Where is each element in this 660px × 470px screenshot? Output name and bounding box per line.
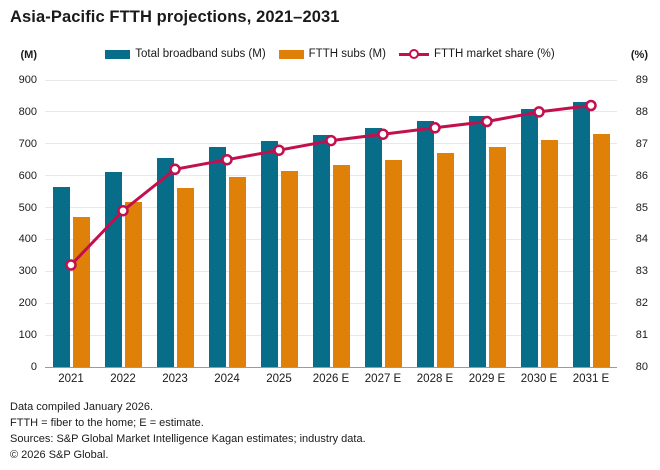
x-axis-tick-label: 2024 <box>214 373 240 385</box>
share-line-path <box>69 104 592 267</box>
ftth-market-share-line <box>65 99 597 271</box>
bar-total-broadband-2028E <box>416 121 434 367</box>
bar-total-broadband-2025 <box>260 140 278 367</box>
right-y-axis-tick-label: 84 <box>635 233 648 246</box>
page-title: Asia-Pacific FTTH projections, 2021–2031 <box>10 8 340 26</box>
x-axis-tick-label: 2026 E <box>312 373 350 385</box>
bar-total-broadband-2024 <box>208 146 226 367</box>
bar-total-broadband-2021 <box>52 186 70 367</box>
share-line-marker <box>377 128 389 140</box>
bar-total-broadband-2029E <box>468 116 486 367</box>
legend-item-ftth-subs: FTTH subs (M) <box>278 48 386 60</box>
right-y-axis-tick-label: 82 <box>635 297 648 310</box>
share-line-marker <box>325 134 337 147</box>
bar-ftth-subs-2030E <box>540 139 558 367</box>
chart-area: 0 80 100 81 200 82 300 83 400 84 500 85 600 86 700 87 80… <box>18 74 648 385</box>
bar-ftth-subs-2029E <box>488 146 506 367</box>
share-line-marker <box>585 99 597 112</box>
x-axis-tick-label: 2025 <box>266 373 292 385</box>
left-y-axis-tick-label: 500 <box>18 201 37 214</box>
bar-ftth-subs-2022 <box>124 201 142 367</box>
bar-total-broadband-2030E <box>520 108 538 367</box>
x-axis-tick-label: 2028 E <box>416 373 454 385</box>
left-y-axis-tick-label: 100 <box>18 329 37 342</box>
footer-notes: Data compiled January 2026. FTTH = fiber… <box>10 399 366 463</box>
left-y-axis-tick-label: 600 <box>18 169 37 182</box>
gridline <box>45 302 617 304</box>
market-share-line-icon <box>398 48 429 60</box>
bar-total-broadband-2022 <box>104 172 122 367</box>
left-y-axis-tick-label: 200 <box>18 297 37 310</box>
gridline <box>45 111 617 113</box>
footer-compiled-line: Data compiled January 2026. <box>10 401 154 413</box>
bar-total-broadband-2023 <box>156 158 174 367</box>
total-broadband-swatch-icon <box>105 49 131 59</box>
x-axis-line <box>45 366 617 368</box>
bar-ftth-subs-2025 <box>280 170 298 367</box>
gridline <box>45 79 617 81</box>
share-line-marker <box>533 106 545 118</box>
bar-ftth-subs-2023 <box>176 187 194 367</box>
right-y-axis-tick-label: 86 <box>635 169 648 182</box>
x-axis-tick-label: 2022 <box>110 373 136 385</box>
gridline <box>45 207 617 209</box>
right-y-axis-tick-label: 89 <box>635 74 648 86</box>
x-axis-tick-label: 2029 E <box>468 373 506 385</box>
left-y-axis-tick-label: 0 <box>30 361 37 373</box>
legend-item-market-share: FTTH market share (%) <box>398 48 555 60</box>
right-axis-unit-label: (%) <box>630 49 648 61</box>
legend-item-total-broadband: Total broadband subs (M) <box>105 48 266 60</box>
left-y-axis-tick-label: 300 <box>18 265 37 278</box>
right-y-axis-tick-label: 87 <box>635 137 648 150</box>
share-line-marker <box>273 144 285 156</box>
gridline <box>45 238 617 240</box>
bar-ftth-subs-2026E <box>332 165 350 367</box>
x-axis-tick-label: 2031 E <box>572 373 610 385</box>
left-axis-unit-label: (M) <box>20 49 38 61</box>
bar-ftth-subs-2027E <box>384 159 402 367</box>
bar-total-broadband-2031E <box>572 102 590 367</box>
gridline <box>45 270 617 272</box>
right-y-axis-tick-label: 85 <box>635 201 648 214</box>
x-axis-tick-label: 2021 <box>58 373 84 385</box>
left-y-axis-tick-label: 700 <box>18 137 37 150</box>
right-y-axis-tick-label: 80 <box>635 361 648 373</box>
x-axis-tick-label: 2027 E <box>364 373 402 385</box>
line-marker-icon <box>408 48 419 59</box>
bar-ftth-subs-2031E <box>592 133 610 367</box>
right-y-axis-tick-label: 81 <box>635 329 648 342</box>
share-line-marker <box>221 153 233 166</box>
x-axis-tick-label: 2023 <box>162 373 188 385</box>
left-y-axis-tick-label: 800 <box>18 105 37 118</box>
right-y-axis-tick-label: 88 <box>635 105 648 118</box>
share-line-marker <box>429 122 441 134</box>
footer-definitions-line: FTTH = fiber to the home; E = estimate. <box>10 417 204 429</box>
bar-total-broadband-2026E <box>312 134 330 367</box>
share-line-marker <box>481 115 493 128</box>
share-line-marker <box>169 163 181 176</box>
legend-label-ftth-subs: FTTH subs (M) <box>308 48 386 60</box>
right-y-axis-tick-label: 83 <box>635 265 648 278</box>
left-y-axis-tick-label: 900 <box>18 74 37 86</box>
ftth-subs-swatch-icon <box>278 49 304 59</box>
plot-area <box>45 79 617 368</box>
legend-label-total-broadband: Total broadband subs (M) <box>135 48 266 60</box>
footer-copyright-line: © 2026 S&P Global. <box>10 449 109 461</box>
legend: Total broadband subs (M) FTTH subs (M) F… <box>40 45 620 63</box>
gridline <box>45 175 617 177</box>
bar-ftth-subs-2028E <box>436 153 454 367</box>
left-y-axis-tick-label: 400 <box>18 233 37 246</box>
share-line-marker <box>65 259 77 271</box>
x-axis-tick-label: 2030 E <box>520 373 558 385</box>
footer-sources-line: Sources: S&P Global Market Intelligence … <box>10 433 366 445</box>
legend-row: (M) Total broadband subs (M) FTTH subs (… <box>0 45 660 63</box>
legend-label-market-share: FTTH market share (%) <box>433 48 555 60</box>
bar-total-broadband-2027E <box>364 127 382 367</box>
bar-ftth-subs-2021 <box>72 217 90 367</box>
bar-ftth-subs-2024 <box>228 177 246 367</box>
share-line-marker <box>117 204 129 217</box>
gridline <box>45 334 617 336</box>
